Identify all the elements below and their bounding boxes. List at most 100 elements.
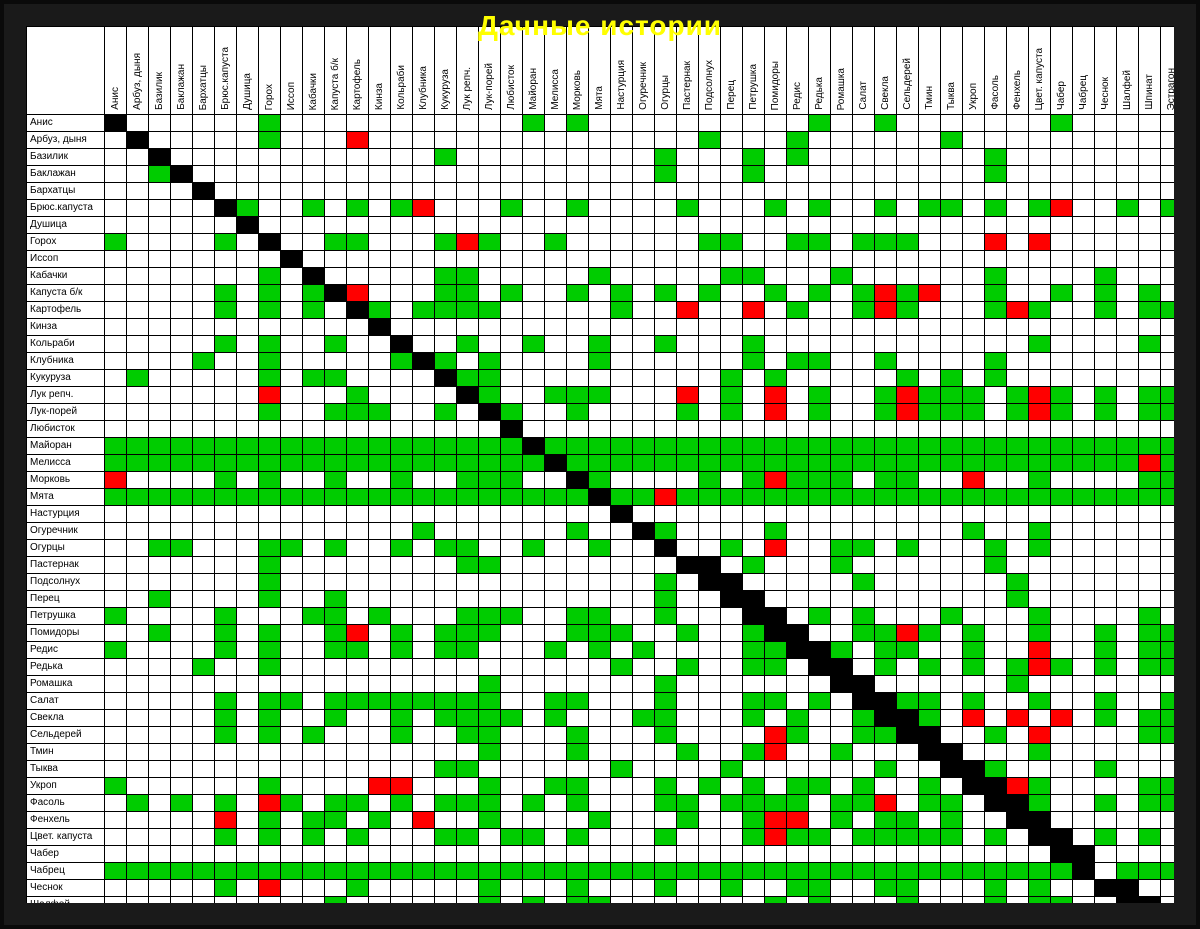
matrix-cell: [545, 523, 567, 540]
matrix-cell: [963, 489, 985, 506]
matrix-cell: [501, 693, 523, 710]
matrix-cell: [853, 778, 875, 795]
matrix-cell: [655, 472, 677, 489]
matrix-cell: [897, 863, 919, 880]
matrix-cell: [391, 387, 413, 404]
matrix-cell: [215, 251, 237, 268]
matrix-cell: [457, 625, 479, 642]
matrix-cell: [655, 404, 677, 421]
matrix-cell: [171, 625, 193, 642]
matrix-cell: [853, 642, 875, 659]
matrix-cell: [677, 829, 699, 846]
matrix-cell: [765, 557, 787, 574]
matrix-cell: [655, 574, 677, 591]
row-header: Горох: [27, 234, 105, 251]
matrix-cell: [1051, 710, 1073, 727]
matrix-cell: [1073, 353, 1095, 370]
row-header: Мелисса: [27, 455, 105, 472]
matrix-cell: [787, 676, 809, 693]
matrix-cell: [369, 115, 391, 132]
matrix-cell: [941, 438, 963, 455]
matrix-cell: [919, 370, 941, 387]
matrix-cell: [149, 285, 171, 302]
matrix-cell: [127, 829, 149, 846]
matrix-cell: [259, 523, 281, 540]
matrix-cell: [1029, 387, 1051, 404]
matrix-cell: [875, 302, 897, 319]
matrix-cell: [523, 591, 545, 608]
matrix-cell: [105, 557, 127, 574]
matrix-cell: [193, 761, 215, 778]
matrix-cell: [655, 200, 677, 217]
matrix-cell: [127, 523, 149, 540]
matrix-cell: [1051, 727, 1073, 744]
matrix-cell: [479, 812, 501, 829]
matrix-cell: [457, 387, 479, 404]
matrix-cell: [259, 761, 281, 778]
matrix-cell: [611, 744, 633, 761]
matrix-cell: [963, 200, 985, 217]
matrix-cell: [1073, 523, 1095, 540]
matrix-cell: [611, 268, 633, 285]
matrix-cell: [787, 778, 809, 795]
matrix-cell: [985, 455, 1007, 472]
matrix-cell: [105, 166, 127, 183]
matrix-cell: [677, 710, 699, 727]
matrix-cell: [347, 404, 369, 421]
matrix-cell: [721, 302, 743, 319]
matrix-cell: [853, 353, 875, 370]
matrix-cell: [391, 897, 413, 904]
col-label: Цвет. капуста: [1035, 48, 1045, 110]
matrix-cell: [809, 727, 831, 744]
matrix-cell: [567, 132, 589, 149]
matrix-cell: [105, 761, 127, 778]
matrix-cell: [435, 489, 457, 506]
matrix-cell: [501, 846, 523, 863]
matrix-cell: [677, 455, 699, 472]
matrix-cell: [347, 421, 369, 438]
matrix-cell: [963, 115, 985, 132]
matrix-cell: [677, 693, 699, 710]
matrix-cell: [369, 353, 391, 370]
matrix-cell: [105, 302, 127, 319]
matrix-cell: [171, 710, 193, 727]
matrix-cell: [721, 370, 743, 387]
matrix-cell: [347, 370, 369, 387]
matrix-cell: [325, 557, 347, 574]
matrix-cell: [743, 863, 765, 880]
matrix-cell: [127, 336, 149, 353]
matrix-cell: [1117, 557, 1139, 574]
matrix-cell: [831, 200, 853, 217]
matrix-cell: [985, 285, 1007, 302]
matrix-cell: [105, 710, 127, 727]
matrix-cell: [545, 625, 567, 642]
matrix-cell: [1007, 115, 1029, 132]
matrix-cell: [369, 693, 391, 710]
matrix-cell: [215, 404, 237, 421]
matrix-cell: [831, 166, 853, 183]
matrix-cell: [347, 523, 369, 540]
matrix-cell: [919, 421, 941, 438]
matrix-cell: [1161, 285, 1175, 302]
matrix-cell: [963, 727, 985, 744]
matrix-cell: [171, 421, 193, 438]
matrix-cell: [149, 489, 171, 506]
matrix-cell: [677, 540, 699, 557]
matrix-cell: [369, 778, 391, 795]
matrix-cell: [237, 540, 259, 557]
matrix-cell: [457, 659, 479, 676]
matrix-cell: [1117, 472, 1139, 489]
col-label: Настурция: [617, 60, 627, 110]
matrix-cell: [259, 268, 281, 285]
matrix-cell: [479, 557, 501, 574]
matrix-cell: [1073, 268, 1095, 285]
matrix-cell: [259, 727, 281, 744]
matrix-cell: [479, 166, 501, 183]
matrix-cell: [303, 217, 325, 234]
matrix-cell: [1029, 200, 1051, 217]
matrix-cell: [281, 710, 303, 727]
matrix-cell: [127, 132, 149, 149]
matrix-cell: [1139, 727, 1161, 744]
matrix-cell: [1029, 370, 1051, 387]
matrix-cell: [325, 625, 347, 642]
